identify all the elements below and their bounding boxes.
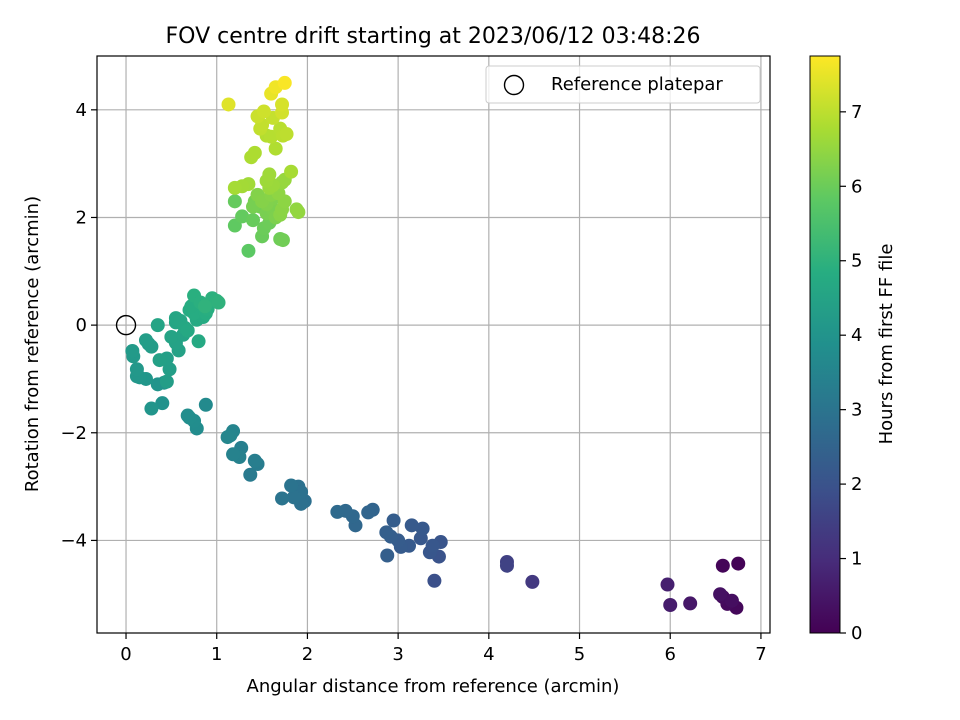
colorbar-label: Hours from first FF file bbox=[876, 244, 897, 445]
data-point bbox=[198, 397, 213, 412]
y-axis-label: Rotation from reference (arcmin) bbox=[22, 196, 43, 492]
colorbar-tick-label: 2 bbox=[851, 474, 862, 495]
data-point bbox=[211, 295, 226, 310]
data-point bbox=[159, 374, 174, 389]
data-point bbox=[275, 233, 290, 248]
data-point bbox=[279, 127, 294, 142]
data-point bbox=[138, 333, 153, 348]
data-point bbox=[241, 243, 256, 258]
data-point bbox=[247, 145, 262, 160]
plot-frame bbox=[96, 55, 771, 634]
data-point bbox=[663, 598, 678, 613]
data-point bbox=[129, 362, 144, 377]
data-point bbox=[152, 353, 167, 368]
data-point bbox=[243, 467, 258, 482]
y-axis-ticks: −4 −2 0 2 4 bbox=[60, 100, 97, 551]
data-point bbox=[284, 478, 299, 493]
colorbar-tick-label: 5 bbox=[851, 251, 862, 272]
colorbar-tick-label: 7 bbox=[851, 102, 862, 123]
y-tick-label: 4 bbox=[76, 100, 87, 121]
data-point bbox=[221, 97, 236, 112]
data-point bbox=[715, 558, 730, 573]
data-point bbox=[361, 505, 376, 520]
legend-entry-reference-platepar: Reference platepar bbox=[551, 74, 723, 95]
data-point bbox=[155, 396, 170, 411]
data-point bbox=[227, 180, 242, 195]
data-point bbox=[379, 525, 394, 540]
x-tick-label: 5 bbox=[574, 644, 585, 665]
data-point bbox=[724, 593, 739, 608]
colorbar-tick-label: 6 bbox=[851, 176, 862, 197]
data-point bbox=[235, 209, 250, 224]
data-point bbox=[256, 104, 271, 119]
y-tick-label: −4 bbox=[60, 530, 87, 551]
data-point bbox=[291, 205, 306, 220]
x-tick-label: 6 bbox=[665, 644, 676, 665]
colorbar-tick-label: 3 bbox=[851, 400, 862, 421]
x-tick-label: 1 bbox=[211, 644, 222, 665]
data-point bbox=[286, 490, 301, 505]
x-tick-label: 7 bbox=[755, 644, 766, 665]
data-point bbox=[227, 194, 242, 209]
data-point bbox=[386, 513, 401, 528]
data-point bbox=[180, 408, 195, 423]
data-point bbox=[404, 518, 419, 533]
data-point bbox=[164, 329, 179, 344]
data-points bbox=[125, 75, 746, 615]
x-tick-label: 2 bbox=[302, 644, 313, 665]
data-point bbox=[275, 491, 290, 506]
data-point bbox=[191, 334, 206, 349]
data-point bbox=[284, 164, 299, 179]
data-point bbox=[197, 299, 212, 314]
data-point bbox=[180, 323, 195, 338]
chart-title: FOV centre drift starting at 2023/06/12 … bbox=[166, 24, 701, 49]
data-point bbox=[330, 504, 345, 519]
data-point bbox=[246, 213, 261, 228]
colorbar-ticks: 0 1 2 3 4 5 6 7 bbox=[840, 102, 862, 644]
legend: Reference platepar bbox=[485, 65, 761, 104]
data-point bbox=[162, 362, 177, 377]
data-point bbox=[499, 558, 514, 573]
data-point bbox=[380, 548, 395, 563]
colorbar-tick-label: 0 bbox=[851, 623, 862, 644]
x-tick-label: 0 bbox=[120, 644, 131, 665]
data-point bbox=[425, 538, 440, 553]
legend-box bbox=[485, 65, 761, 104]
y-tick-label: −2 bbox=[60, 423, 87, 444]
y-tick-label: 0 bbox=[76, 315, 87, 336]
data-point bbox=[275, 97, 290, 112]
data-point bbox=[427, 573, 442, 588]
data-point bbox=[150, 318, 165, 333]
data-point bbox=[220, 430, 235, 445]
data-point bbox=[144, 401, 159, 416]
data-point bbox=[713, 587, 728, 602]
data-point bbox=[264, 129, 279, 144]
data-point bbox=[247, 453, 262, 468]
data-point bbox=[277, 75, 292, 90]
data-point bbox=[660, 577, 675, 592]
data-point bbox=[683, 596, 698, 611]
data-point bbox=[415, 521, 430, 536]
x-axis-label: Angular distance from reference (arcmin) bbox=[247, 676, 620, 697]
x-tick-label: 4 bbox=[483, 644, 494, 665]
data-point bbox=[268, 141, 283, 156]
y-tick-label: 2 bbox=[76, 207, 87, 228]
colorbar bbox=[809, 55, 841, 634]
data-point bbox=[262, 167, 277, 182]
reference-marker-layer bbox=[115, 314, 137, 336]
grid bbox=[97, 56, 770, 633]
colorbar-tick-label: 1 bbox=[851, 549, 862, 570]
x-axis-ticks: 0 1 2 3 4 5 6 7 bbox=[120, 633, 767, 665]
x-tick-label: 3 bbox=[392, 644, 403, 665]
colorbar-tick-label: 4 bbox=[851, 325, 862, 346]
data-point bbox=[125, 343, 140, 358]
reference-marker bbox=[115, 314, 137, 336]
data-point bbox=[226, 447, 241, 462]
data-point bbox=[731, 556, 746, 571]
legend-reference-marker bbox=[503, 74, 525, 96]
data-point bbox=[525, 574, 540, 589]
